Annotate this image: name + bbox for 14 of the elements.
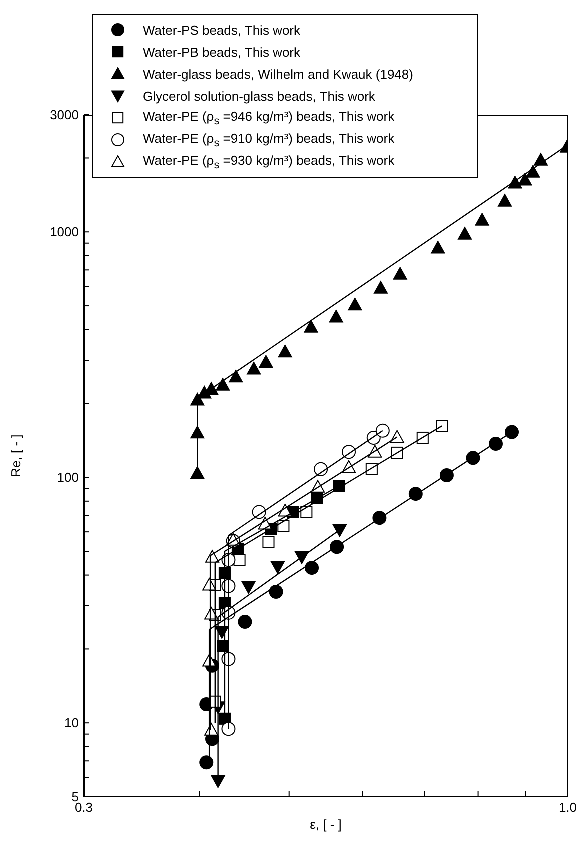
x-tick-label: 1.0	[558, 800, 578, 816]
legend-label: Water-PB beads, This work	[143, 44, 300, 60]
legend-label: Glycerol solution-glass beads, This work	[143, 88, 376, 104]
x-axis-title: ε, [ - ]	[310, 817, 342, 832]
y-tick-label: 3000	[50, 108, 79, 123]
legend-label: Water-PS beads, This work	[143, 22, 300, 38]
y-tick-label: 1000	[50, 224, 79, 240]
legend-label: Water-glass beads, Wilhelm and Kwauk (1948)	[143, 66, 414, 82]
legend-label: Water-PE (ρ$_{s}$ =910 kg/m³) beads, This work	[143, 130, 395, 150]
y-tick-label: 100	[57, 470, 79, 486]
y-tick-label: 10	[64, 716, 79, 731]
legend-label: Water-PE (ρ$_{s}$ =930 kg/m³) beads, This work	[143, 152, 395, 172]
y-axis-title: Re, [ - ]	[8, 434, 24, 478]
legend-label: Water-PE (ρ$_{s}$ =946 kg/m³) beads, This work	[143, 108, 395, 128]
